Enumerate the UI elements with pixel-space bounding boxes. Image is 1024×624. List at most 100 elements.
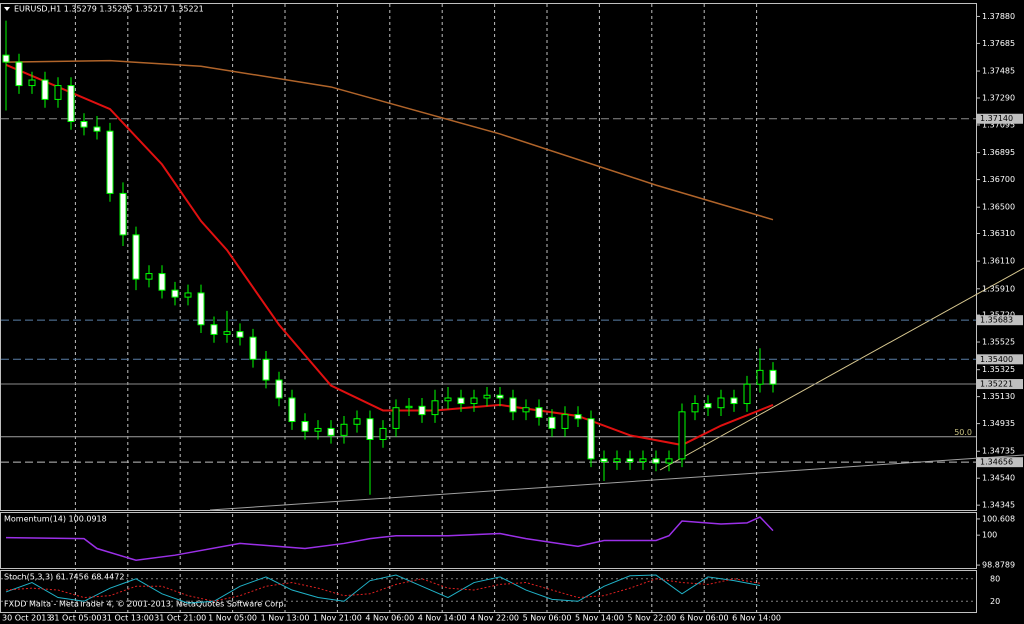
candle-body: [15, 61, 23, 87]
x-tick-label: 31 Oct 13:00: [102, 614, 154, 623]
y-tick-label: 1.37880: [982, 12, 1015, 21]
price-label: 1.35683: [980, 316, 1013, 325]
y-tick-label: 1.34540: [982, 474, 1015, 483]
candle-body: [41, 79, 49, 100]
y-tick-label: 1.37290: [982, 94, 1015, 103]
candle-body: [93, 126, 101, 132]
candle-body: [54, 85, 62, 100]
candle-body: [600, 458, 608, 463]
footer: FXDD Malta - MetaTrader 4, © 2001-2013, …: [4, 600, 286, 609]
candle-body: [535, 407, 543, 418]
stoch-line: [5, 578, 761, 602]
momentum-title: Momentum(14) 100.0918: [4, 515, 107, 524]
stoch-title: Stoch(5,3,3) 61.7456 68.4472: [4, 573, 124, 582]
x-tick-label: 1 Nov 13:00: [261, 614, 310, 623]
y-tick-label: 1.36310: [982, 229, 1015, 238]
candle-body: [301, 421, 309, 432]
candle-body: [223, 331, 231, 335]
main-panel: [0, 3, 977, 511]
candle-body: [769, 369, 777, 385]
x-tick-label: 31 Oct 05:00: [49, 614, 101, 623]
price-label: 1.35400: [980, 355, 1013, 364]
candle-body: [106, 130, 114, 194]
candle-body: [704, 403, 712, 409]
candle-body: [587, 418, 595, 460]
x-tick-label: 31 Oct 21:00: [154, 614, 206, 623]
y-tick-label: 1.35130: [982, 392, 1015, 401]
candle-body: [379, 427, 387, 440]
y-tick-label: 1.35325: [982, 365, 1015, 374]
y-tick-label: 1.34345: [982, 501, 1015, 510]
candle-body: [210, 324, 218, 335]
y-tick-label: 100.608: [982, 514, 1015, 523]
candle-body: [418, 405, 426, 416]
candle-body: [548, 416, 556, 429]
moving-average: [5, 59, 774, 221]
price-label: 1.37140: [980, 114, 1013, 123]
trend-line: [209, 454, 1024, 511]
y-tick-label: 100: [982, 531, 997, 540]
candle-body: [509, 397, 517, 413]
y-tick-label: 1.36110: [982, 257, 1015, 266]
candle-body: [67, 85, 75, 123]
candle-body: [405, 405, 413, 409]
candle-body: [457, 397, 465, 405]
x-tick-label: 1 Nov 21:00: [313, 614, 362, 623]
candle-body: [431, 400, 439, 416]
x-tick-label: 4 Nov 22:00: [470, 614, 519, 623]
candle-body: [678, 411, 686, 460]
candle-body: [574, 414, 582, 420]
y-tick-label: 1.35720: [982, 311, 1015, 320]
candle-body: [327, 427, 335, 436]
candle-body: [197, 292, 205, 326]
x-tick-label: 5 Nov 14:00: [575, 614, 624, 623]
candle-body: [262, 358, 270, 381]
stoch-line: [5, 574, 761, 604]
candle-body: [184, 292, 192, 298]
candle-body: [236, 331, 244, 338]
candle-body: [2, 54, 10, 63]
x-tick-label: 30 Oct 2013: [2, 614, 51, 623]
candle-body: [392, 407, 400, 429]
price-label: 1.34656: [980, 458, 1013, 467]
candle-body: [613, 458, 621, 463]
x-tick-label: 4 Nov 06:00: [365, 614, 414, 623]
candle-body: [80, 121, 88, 128]
stoch-panel: [0, 570, 977, 613]
x-tick-label: 6 Nov 14:00: [732, 614, 781, 623]
price-label-box: [977, 354, 1023, 365]
y-tick-label: 1.34735: [982, 447, 1015, 456]
y-tick-label: 20: [990, 597, 1000, 606]
candle-body: [249, 336, 257, 360]
candle-body: [444, 397, 452, 402]
candle-body: [496, 394, 504, 399]
candle-body: [470, 397, 478, 405]
candle-body: [340, 423, 348, 436]
candle-body: [288, 397, 296, 423]
moving-average: [5, 63, 774, 447]
candle-body: [522, 407, 530, 413]
x-tick-label: 1 Nov 05:00: [208, 614, 257, 623]
menu-triangle[interactable]: [4, 7, 10, 11]
price-label-box: [977, 457, 1023, 468]
candle-body: [132, 234, 140, 280]
momentum-panel: [0, 512, 977, 569]
price-label-box: [977, 113, 1023, 124]
y-tick-label: 98.8789: [982, 561, 1015, 570]
chart-title: EURUSD,H1 1.35279 1.35295 1.35217 1.3522…: [14, 5, 204, 14]
candle-body: [483, 394, 491, 399]
candle-body: [730, 397, 738, 405]
y-tick-label: 1.36895: [982, 148, 1015, 157]
x-tick-label: 5 Nov 22:00: [627, 614, 676, 623]
candle-body: [639, 458, 647, 463]
price-label-box: [977, 379, 1023, 390]
candle-body: [119, 192, 127, 236]
y-tick-label: 1.37685: [982, 39, 1015, 48]
momentum-line: [5, 516, 774, 562]
y-tick-label: 1.36700: [982, 175, 1015, 184]
y-tick-label: 1.35525: [982, 338, 1015, 347]
y-tick-label: 80: [990, 574, 1000, 583]
candle-body: [145, 273, 153, 280]
